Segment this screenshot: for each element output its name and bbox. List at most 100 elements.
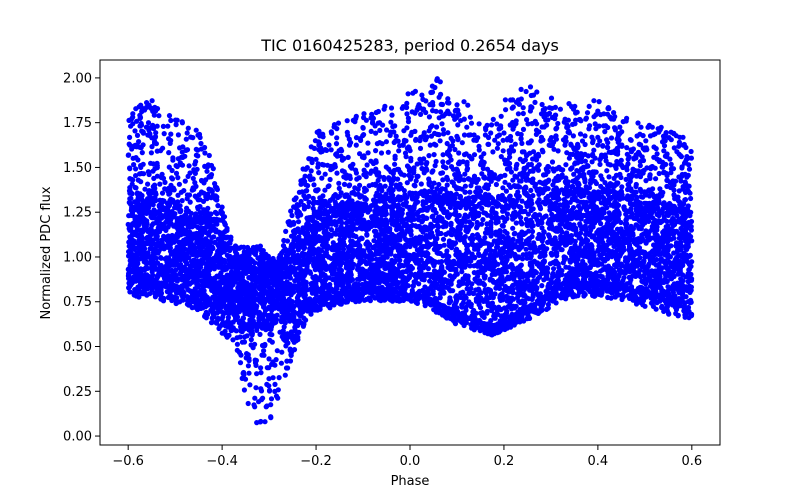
- data-point: [331, 122, 338, 128]
- data-point: [520, 105, 526, 111]
- data-point: [677, 134, 683, 140]
- data-point: [686, 166, 693, 172]
- data-point: [283, 228, 289, 234]
- data-point: [651, 144, 657, 150]
- data-point: [202, 150, 208, 156]
- data-point: [311, 182, 317, 188]
- data-point: [679, 165, 685, 171]
- data-point: [549, 159, 556, 165]
- data-point: [395, 176, 401, 182]
- data-point: [513, 220, 519, 226]
- data-point: [334, 170, 340, 176]
- data-point: [482, 273, 488, 279]
- data-point: [468, 120, 475, 126]
- data-point: [353, 142, 359, 148]
- data-point: [637, 131, 643, 137]
- data-point: [396, 148, 402, 154]
- data-point: [334, 135, 340, 141]
- data-point: [185, 125, 191, 131]
- data-point: [538, 138, 544, 144]
- data-point: [643, 178, 649, 184]
- data-point: [247, 382, 253, 388]
- data-point: [523, 88, 529, 95]
- data-point: [345, 132, 351, 138]
- data-point: [519, 149, 526, 155]
- data-point: [190, 135, 196, 141]
- data-point: [215, 315, 221, 321]
- data-point: [551, 266, 557, 272]
- data-point: [549, 114, 556, 121]
- data-point: [602, 129, 608, 135]
- data-point: [203, 304, 209, 310]
- data-point: [563, 264, 569, 270]
- data-point: [514, 161, 520, 167]
- data-point: [534, 121, 540, 127]
- data-point: [307, 270, 314, 276]
- data-point: [529, 228, 536, 235]
- data-point: [439, 121, 445, 127]
- data-point: [388, 105, 395, 111]
- data-point: [459, 269, 465, 275]
- data-point: [175, 192, 181, 198]
- data-point: [519, 256, 526, 262]
- data-point: [494, 145, 500, 151]
- data-point: [251, 402, 257, 408]
- data-point: [557, 106, 564, 112]
- data-point: [518, 136, 524, 142]
- data-point: [160, 123, 166, 129]
- chart-title: TIC 0160425283, period 0.2654 days: [260, 36, 559, 55]
- data-point: [637, 174, 644, 180]
- data-point: [545, 305, 551, 311]
- data-point: [654, 151, 660, 157]
- data-point: [161, 131, 167, 137]
- data-point: [617, 124, 623, 130]
- data-point: [152, 134, 159, 140]
- data-point: [597, 157, 603, 163]
- data-point: [408, 155, 414, 161]
- data-point: [586, 103, 592, 109]
- data-point: [528, 161, 535, 168]
- data-point: [605, 140, 611, 146]
- data-point: [688, 148, 694, 155]
- data-point: [661, 148, 667, 154]
- data-point: [321, 162, 327, 168]
- data-point: [524, 117, 530, 123]
- data-point: [193, 152, 199, 158]
- data-point: [327, 176, 333, 183]
- data-point: [246, 358, 252, 364]
- data-point: [326, 142, 332, 148]
- data-point: [182, 178, 188, 184]
- data-point: [302, 178, 308, 184]
- data-point: [446, 111, 452, 117]
- data-point: [399, 105, 405, 111]
- data-point: [539, 124, 545, 130]
- data-point: [126, 141, 132, 147]
- data-point: [268, 414, 274, 420]
- data-point: [554, 125, 560, 131]
- data-point: [458, 118, 464, 124]
- data-point: [272, 362, 278, 368]
- data-point: [281, 237, 287, 244]
- data-point: [397, 257, 403, 263]
- data-point: [245, 363, 251, 369]
- data-point: [623, 176, 629, 182]
- data-point: [661, 216, 667, 222]
- data-point: [571, 222, 577, 228]
- data-point: [267, 331, 273, 337]
- data-point: [322, 171, 328, 177]
- data-point: [488, 248, 494, 254]
- data-point: [316, 170, 322, 176]
- data-point: [539, 283, 545, 289]
- data-point: [429, 89, 435, 95]
- data-point: [198, 140, 204, 147]
- data-point: [365, 140, 371, 146]
- data-point: [186, 163, 192, 169]
- data-point: [405, 91, 411, 97]
- data-point: [127, 134, 133, 140]
- data-point: [529, 296, 535, 302]
- data-point: [330, 240, 336, 246]
- data-point: [628, 137, 634, 143]
- data-point: [282, 372, 288, 378]
- data-point: [591, 98, 597, 104]
- data-point: [501, 130, 507, 136]
